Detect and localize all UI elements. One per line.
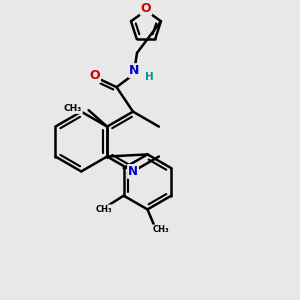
Text: H: H [145,72,154,82]
Text: O: O [141,2,151,15]
Text: CH₃: CH₃ [64,104,82,113]
Text: N: N [129,64,140,77]
Text: N: N [128,165,138,178]
Text: CH₃: CH₃ [153,225,169,234]
Text: O: O [89,69,100,82]
Text: CH₃: CH₃ [96,205,112,214]
